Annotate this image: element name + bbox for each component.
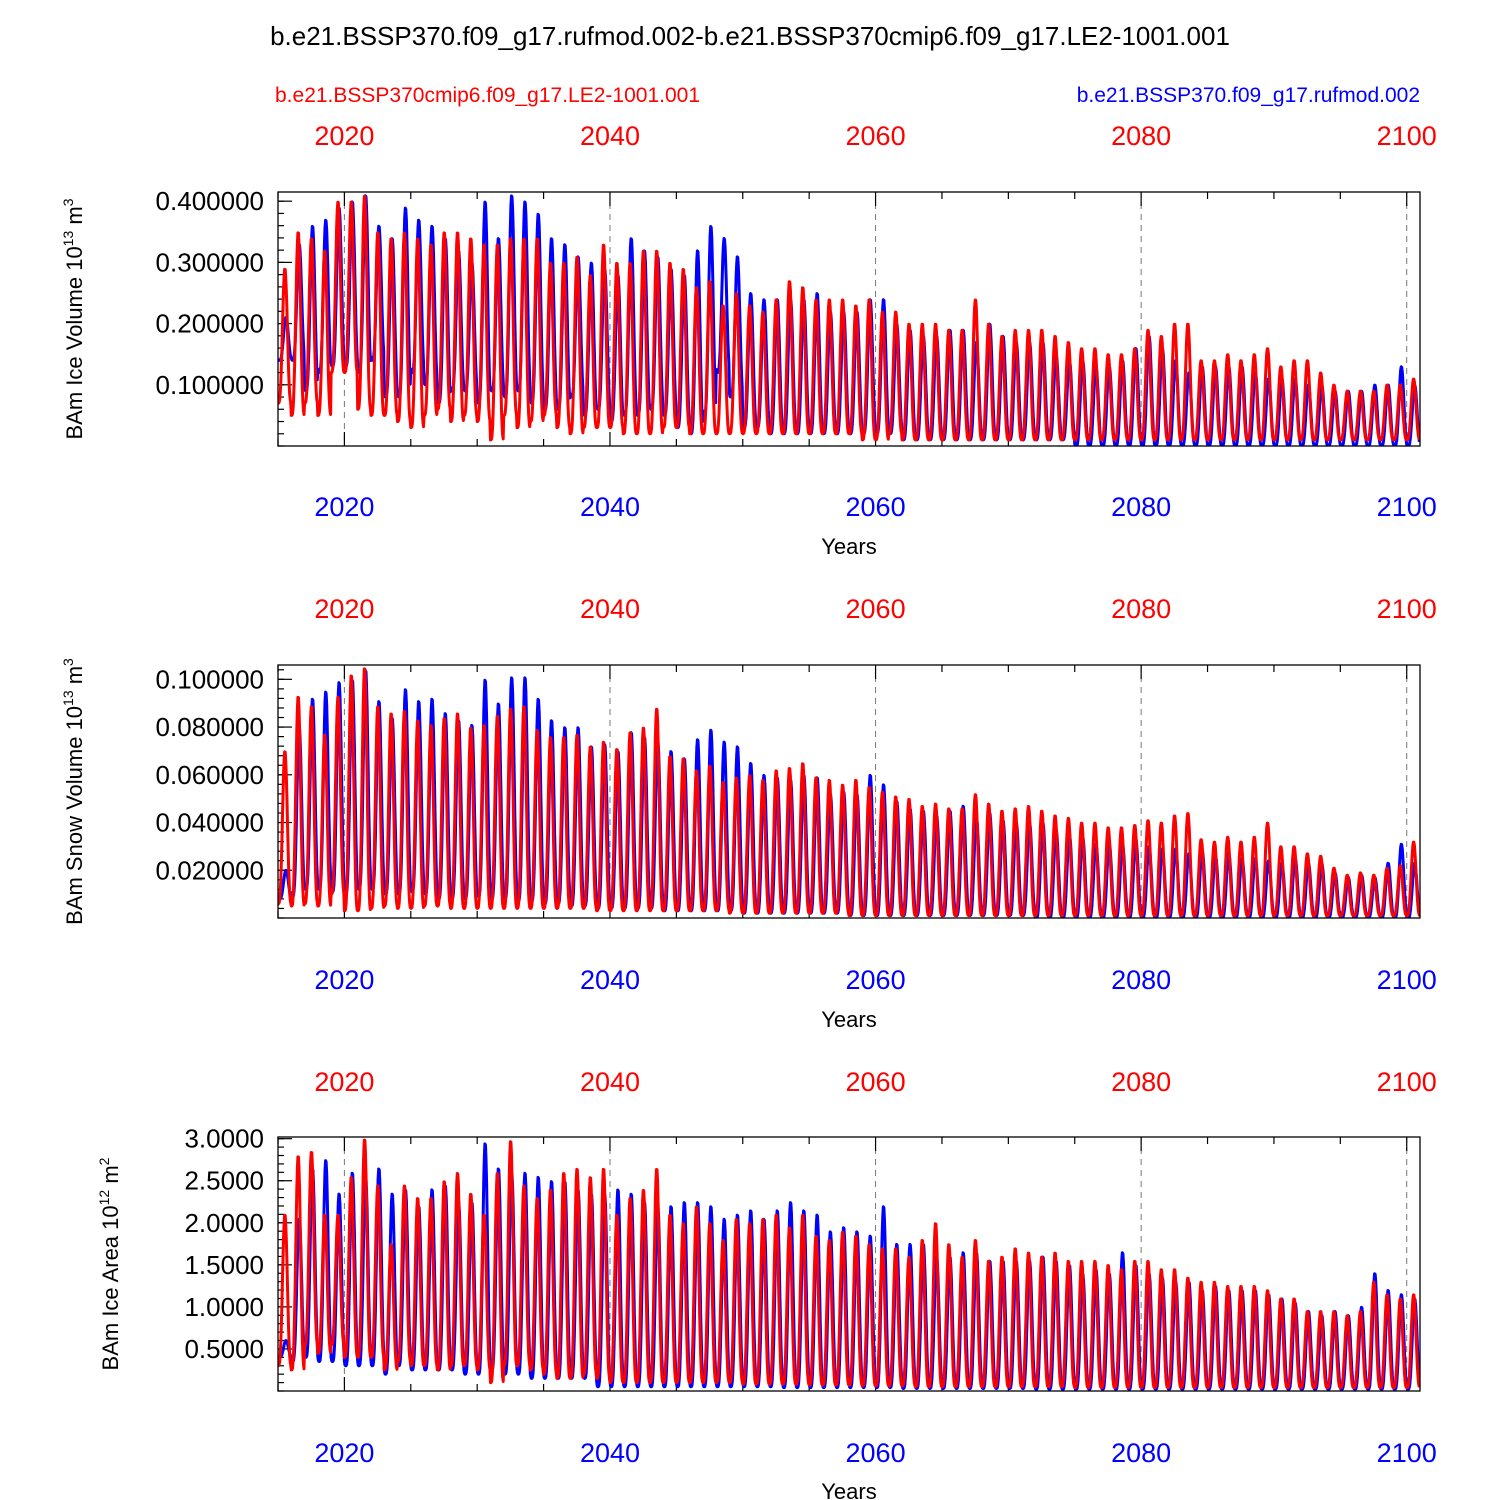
y-tick-label: 2.0000 bbox=[184, 1208, 264, 1238]
y-axis-label: BAm Ice Volume 1013 m3 bbox=[60, 198, 87, 439]
bottom-x-tick-label: 2060 bbox=[846, 1438, 906, 1468]
chart-panel-1: 0.100000 0.200000 0.300000 0.400000 2020 2020… bbox=[60, 121, 1437, 559]
top-x-tick-label: 2020 bbox=[314, 121, 374, 151]
bottom-x-tick-label: 2020 bbox=[314, 492, 374, 522]
y-tick-label: 0.200000 bbox=[156, 309, 264, 339]
top-x-tick-label: 2080 bbox=[1111, 121, 1171, 151]
x-axis-label: Years bbox=[821, 1007, 876, 1032]
series-line-red bbox=[278, 194, 1420, 442]
top-x-tick-label: 2080 bbox=[1111, 594, 1171, 624]
y-tick-label: 0.100000 bbox=[156, 664, 264, 694]
top-x-tick-label: 2020 bbox=[314, 594, 374, 624]
y-tick-label: 0.040000 bbox=[156, 808, 264, 838]
top-x-tick-label: 2100 bbox=[1377, 121, 1437, 151]
bottom-x-tick-label: 2100 bbox=[1377, 965, 1437, 995]
chart-panel-3: 0.5000 1.0000 1.5000 2.0000 2.5000 3.0000 2020… bbox=[96, 1067, 1437, 1500]
top-x-tick-label: 2080 bbox=[1111, 1067, 1171, 1097]
figure-title: b.e21.BSSP370.f09_g17.rufmod.002-b.e21.B… bbox=[270, 21, 1230, 51]
bottom-x-tick-label: 2100 bbox=[1377, 1438, 1437, 1468]
x-axis-label: Years bbox=[821, 1479, 876, 1500]
plot-frame bbox=[277, 1136, 1421, 1392]
bottom-x-tick-label: 2100 bbox=[1377, 492, 1437, 522]
top-x-tick-label: 2060 bbox=[846, 1067, 906, 1097]
bottom-x-tick-label: 2020 bbox=[314, 1438, 374, 1468]
bottom-x-tick-label: 2040 bbox=[580, 1438, 640, 1468]
top-x-tick-label: 2100 bbox=[1377, 1067, 1437, 1097]
y-tick-label: 3.0000 bbox=[184, 1124, 264, 1154]
bottom-x-tick-label: 2020 bbox=[314, 965, 374, 995]
series-line-red bbox=[278, 1138, 1420, 1390]
bottom-x-tick-label: 2080 bbox=[1111, 1438, 1171, 1468]
y-tick-label: 0.060000 bbox=[156, 760, 264, 790]
bottom-x-tick-label: 2060 bbox=[846, 492, 906, 522]
top-x-tick-label: 2040 bbox=[580, 594, 640, 624]
y-tick-label: 0.100000 bbox=[156, 370, 264, 400]
y-axis-label: BAm Ice Area 1012 m2 bbox=[96, 1157, 123, 1370]
y-axis-label: BAm Snow Volume 1013 m3 bbox=[60, 658, 87, 925]
top-x-tick-label: 2020 bbox=[314, 1067, 374, 1097]
bottom-x-tick-label: 2040 bbox=[580, 965, 640, 995]
chart-panel-2: 0.020000 0.040000 0.060000 0.080000 0.100000… bbox=[60, 594, 1437, 1032]
plot-frame bbox=[277, 191, 1421, 447]
bottom-x-tick-label: 2080 bbox=[1111, 965, 1171, 995]
top-x-tick-label: 2040 bbox=[580, 1067, 640, 1097]
plot-frame bbox=[277, 664, 1421, 919]
legend-blue-series: b.e21.BSSP370.f09_g17.rufmod.002 bbox=[1077, 84, 1420, 107]
y-tick-label: 0.300000 bbox=[156, 247, 264, 277]
bottom-x-tick-label: 2060 bbox=[846, 965, 906, 995]
y-tick-label: 1.0000 bbox=[184, 1292, 264, 1322]
top-x-tick-label: 2060 bbox=[846, 594, 906, 624]
y-tick-label: 0.400000 bbox=[156, 186, 264, 216]
top-x-tick-label: 2100 bbox=[1377, 594, 1437, 624]
y-tick-label: 0.020000 bbox=[156, 855, 264, 885]
top-x-tick-label: 2040 bbox=[580, 121, 640, 151]
series-line-red bbox=[278, 667, 1420, 918]
y-tick-label: 0.080000 bbox=[156, 712, 264, 742]
y-tick-label: 2.5000 bbox=[184, 1166, 264, 1196]
legend-red-series: b.e21.BSSP370cmip6.f09_g17.LE2-1001.001 bbox=[275, 84, 700, 107]
chart-panels: 0.100000 0.200000 0.300000 0.400000 2020 2020… bbox=[60, 121, 1437, 1500]
y-tick-label: 0.5000 bbox=[184, 1334, 264, 1364]
y-tick-label: 1.5000 bbox=[184, 1250, 264, 1280]
x-axis-label: Years bbox=[821, 534, 876, 559]
bottom-x-tick-label: 2040 bbox=[580, 492, 640, 522]
bottom-x-tick-label: 2080 bbox=[1111, 492, 1171, 522]
top-x-tick-label: 2060 bbox=[846, 121, 906, 151]
